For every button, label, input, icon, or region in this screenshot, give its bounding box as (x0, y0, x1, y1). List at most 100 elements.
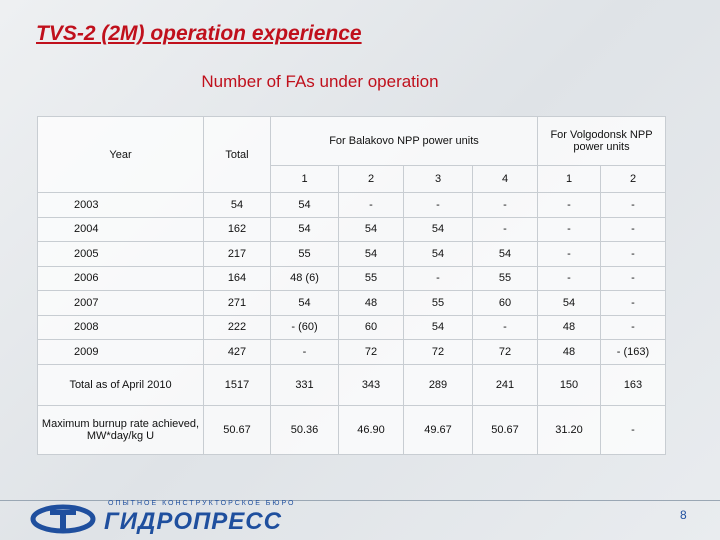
table-row: Total as of April 2010 1517 331 343 289 241 15… (37, 363, 666, 406)
table-cell: 48 (537, 314, 601, 340)
table-cell: 289 (403, 363, 473, 406)
table-cell: For Balakovo NPP power units (270, 116, 538, 166)
table-row: 2009 427-72 72 72 48- (163) (37, 339, 666, 365)
logo-name: ГИДРОПРЕСС (104, 508, 282, 535)
table-cell: 54 (338, 241, 404, 267)
table-row: 2003 54 54- - - - - (37, 192, 666, 218)
table-cell: 48 (6) (270, 265, 339, 291)
table-cell: 2 (600, 165, 666, 193)
table-cell: 48 (338, 290, 404, 316)
table-cell: For Volgodonsk NPP power units (537, 116, 666, 166)
table-cell: - (270, 339, 339, 365)
table-cell: - (600, 216, 666, 242)
table-cell: 55 (270, 241, 339, 267)
table-cell: Total as of April 2010 (37, 363, 204, 406)
table-row: Year Total For Balakovo NPP power units For… (37, 116, 666, 193)
table-cell: 150 (537, 363, 601, 406)
table-cell: - (600, 265, 666, 291)
table-cell: - (537, 241, 601, 267)
table-cell: 271 (203, 290, 271, 316)
table-row: 2007 271 54 48 55 60 54- (37, 290, 666, 316)
table-cell: 427 (203, 339, 271, 365)
table-cell: 48 (537, 339, 601, 365)
table-cell: 2005 (37, 241, 204, 267)
table-cell: 222 (203, 314, 271, 340)
table-cell: - (600, 192, 666, 218)
table-cell: 164 (203, 265, 271, 291)
table-cell: 72 (472, 339, 538, 365)
table-cell: 50.36 (270, 404, 339, 455)
table-cell: 55 (472, 265, 538, 291)
table-cell: - (403, 192, 473, 218)
table-cell: - (472, 216, 538, 242)
table-cell: - (600, 290, 666, 316)
table-cell: 54 (403, 241, 473, 267)
table-cell: - (600, 314, 666, 340)
table-row: 2005 217 55 54 54 54- - (37, 241, 666, 267)
table-cell: - (472, 314, 538, 340)
table-cell: - (600, 241, 666, 267)
logo-icon (30, 504, 96, 534)
table-cell: 50.67 (472, 404, 538, 455)
table-body: Year Total For Balakovo NPP power units For… (37, 116, 666, 455)
table-cell: 72 (338, 339, 404, 365)
table-cell: Maximum burnup rate achieved, MW*day/kg … (37, 404, 204, 455)
table-cell: 2004 (37, 216, 204, 242)
table-cell: 2009 (37, 339, 204, 365)
table-cell: 54 (270, 216, 339, 242)
table-cell: 49.67 (403, 404, 473, 455)
table-cell: - (60) (270, 314, 339, 340)
table-cell: 55 (338, 265, 404, 291)
table-cell: 2008 (37, 314, 204, 340)
table-cell: 60 (472, 290, 538, 316)
table-cell: - (537, 216, 601, 242)
table-cell: 343 (338, 363, 404, 406)
table-cell: - (537, 265, 601, 291)
table-cell: Total (203, 116, 271, 193)
table-cell: - (163) (600, 339, 666, 365)
table-cell: 2007 (37, 290, 204, 316)
table-cell: 2006 (37, 265, 204, 291)
table-cell: 54 (537, 290, 601, 316)
table-cell: - (472, 192, 538, 218)
table-cell: 50.67 (203, 404, 271, 455)
table-cell: 331 (270, 363, 339, 406)
data-table: Year Total For Balakovo NPP power units For… (37, 116, 666, 455)
table-cell: - (403, 265, 473, 291)
table-cell: - (338, 192, 404, 218)
table-cell: 54 (403, 314, 473, 340)
table-cell: 60 (338, 314, 404, 340)
table-cell: 31.20 (537, 404, 601, 455)
table-cell: 46.90 (338, 404, 404, 455)
table-cell: 55 (403, 290, 473, 316)
table-cell: - (537, 192, 601, 218)
table-cell: 54 (270, 192, 339, 218)
table-cell: 1 (537, 165, 601, 193)
table-cell: 162 (203, 216, 271, 242)
table-cell: 54 (270, 290, 339, 316)
table-row: 2004 162 54 54 54- - - (37, 216, 666, 242)
table-cell: 54 (338, 216, 404, 242)
table-cell: 217 (203, 241, 271, 267)
table-cell: 4 (472, 165, 538, 193)
page-number: 8 (680, 508, 687, 522)
slide-subtitle: Number of FAs under operation (201, 72, 439, 91)
table-cell: 54 (203, 192, 271, 218)
table-cell: 54 (472, 241, 538, 267)
table-cell: 241 (472, 363, 538, 406)
table-cell: - (600, 404, 666, 455)
slide-title: TVS-2 (2M) operation experience (36, 22, 362, 45)
table-row: Maximum burnup rate achieved, MW*day/kg … (37, 404, 666, 455)
table-cell: 3 (403, 165, 473, 193)
table-cell: Year (37, 116, 204, 193)
table-cell: 72 (403, 339, 473, 365)
table-row: 2008 222- (60) 60 54-48- (37, 314, 666, 340)
table-cell: 1517 (203, 363, 271, 406)
logo-tagline: ОПЫТНОЕ КОНСТРУКТОРСКОЕ БЮРО (108, 500, 296, 507)
footer-line (0, 500, 720, 501)
table-cell: 1 (270, 165, 339, 193)
table-row: 2006 164 48 (6) 55-55- - (37, 265, 666, 291)
table-cell: 2003 (37, 192, 204, 218)
